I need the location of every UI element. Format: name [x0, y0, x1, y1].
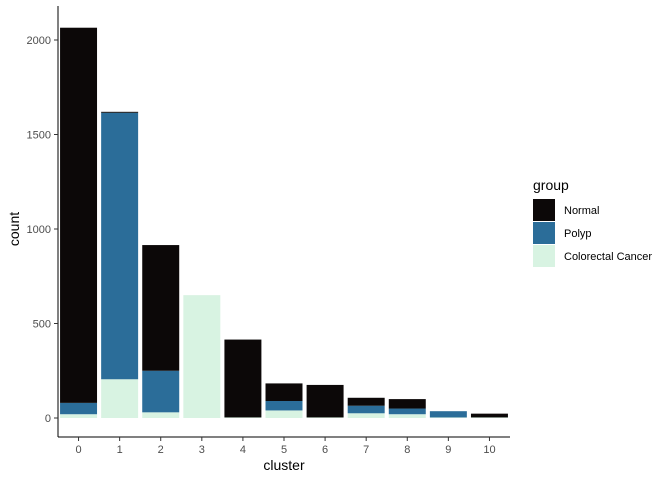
bar-cluster-5-normal: [265, 383, 303, 401]
x-tick-label: 0: [75, 444, 81, 456]
x-tick-label: 8: [404, 444, 410, 456]
bar-cluster-7-colorectal-cancer: [347, 413, 385, 418]
bar-cluster-7-normal: [347, 397, 385, 406]
x-tick-label: 5: [281, 444, 287, 456]
x-tick-label: 1: [117, 444, 123, 456]
bar-cluster-1-polyp: [101, 112, 139, 380]
bar-cluster-2-normal: [142, 245, 180, 371]
x-tick-label: 7: [363, 444, 369, 456]
bar-cluster-9-polyp: [429, 411, 467, 418]
legend-label: Colorectal Cancer: [564, 251, 652, 263]
x-axis-ticks: 0 1 2 3 4 5 6 7 8 9 10: [75, 437, 496, 456]
x-tick-label: 6: [322, 444, 328, 456]
y-axis-ticks: 0 500 1000 1500 2000: [27, 35, 58, 425]
bar-cluster-2-colorectal-cancer: [142, 412, 180, 418]
bar-cluster-9-colorectal-cancer: [429, 417, 467, 418]
x-tick-label: 9: [445, 444, 451, 456]
x-tick-label: 10: [483, 444, 495, 456]
bar-cluster-8-polyp: [388, 408, 426, 415]
bar-cluster-1-colorectal-cancer: [101, 379, 139, 418]
y-tick-label: 1500: [27, 130, 51, 142]
bar-cluster-6-normal: [306, 384, 344, 418]
legend: group Normal Polyp Colorectal Cancer: [533, 177, 652, 267]
bar-cluster-10-normal: [470, 413, 508, 418]
x-axis-title: cluster: [263, 457, 305, 473]
bar-cluster-3-colorectal-cancer: [183, 295, 221, 418]
bar-cluster-5-colorectal-cancer: [265, 410, 303, 418]
bar-cluster-2-polyp: [142, 370, 180, 413]
bar-cluster-6-colorectal-cancer: [306, 417, 344, 418]
y-axis-title: count: [6, 212, 22, 246]
x-tick-label: 4: [240, 444, 246, 456]
y-tick-label: 0: [45, 413, 51, 425]
x-tick-label: 2: [158, 444, 164, 456]
bar-cluster-4-normal: [224, 339, 262, 418]
legend-title: group: [533, 177, 569, 193]
bar-cluster-5-polyp: [265, 400, 303, 411]
y-tick-label: 500: [33, 319, 51, 331]
bar-cluster-8-normal: [388, 399, 426, 409]
bar-cluster-8-colorectal-cancer: [388, 414, 426, 418]
legend-swatch-colorectal-cancer: [533, 245, 555, 267]
legend-swatch-normal: [533, 199, 555, 221]
legend-label: Polyp: [564, 228, 592, 240]
y-tick-label: 2000: [27, 35, 51, 47]
bar-cluster-0-polyp: [60, 402, 98, 415]
bar-cluster-0-colorectal-cancer: [60, 414, 98, 418]
x-tick-label: 3: [199, 444, 205, 456]
bar-cluster-4-colorectal-cancer: [224, 417, 262, 418]
bar-cluster-7-polyp: [347, 405, 385, 414]
bar-cluster-1-normal: [101, 111, 139, 113]
legend-swatch-polyp: [533, 222, 555, 244]
legend-label: Normal: [564, 205, 599, 217]
bar-cluster-10-colorectal-cancer: [470, 417, 508, 418]
bars-layer: [60, 27, 508, 418]
bar-cluster-0-normal: [60, 27, 98, 403]
y-tick-label: 1000: [27, 224, 51, 236]
